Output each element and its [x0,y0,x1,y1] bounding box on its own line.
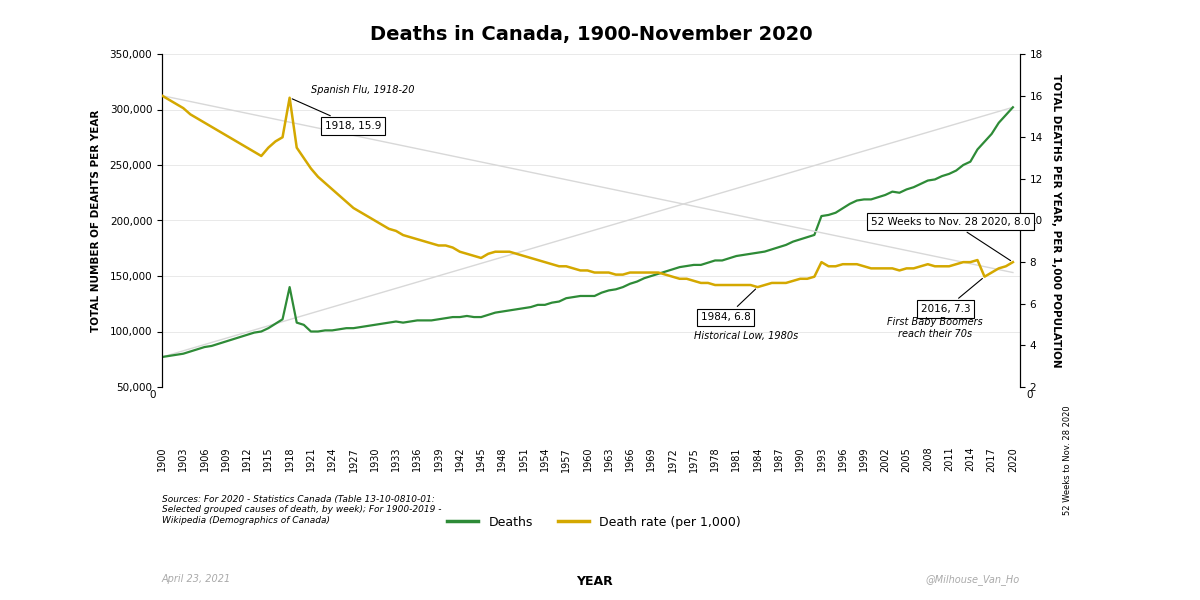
Text: First Baby Boomers
reach their 70s: First Baby Boomers reach their 70s [887,317,983,339]
Text: 0: 0 [1026,390,1032,400]
Legend: Deaths, Death rate (per 1,000): Deaths, Death rate (per 1,000) [442,511,746,534]
Text: 1984, 6.8: 1984, 6.8 [701,289,756,322]
Title: Deaths in Canada, 1900-November 2020: Deaths in Canada, 1900-November 2020 [370,25,812,44]
Text: YEAR: YEAR [576,575,612,588]
Text: 0: 0 [150,390,156,400]
Y-axis label: TOTAL DEATHS PER YEAR, PER 1,000 POPULATION: TOTAL DEATHS PER YEAR, PER 1,000 POPULAT… [1051,74,1061,367]
Text: Spanish Flu, 1918-20: Spanish Flu, 1918-20 [311,85,414,95]
Text: 2016, 7.3: 2016, 7.3 [920,278,983,314]
Y-axis label: TOTAL NUMBER OF DEAHTS PER YEAR: TOTAL NUMBER OF DEAHTS PER YEAR [91,109,101,332]
Text: Sources: For 2020 - Statistics Canada (Table 13-10-0810-01:
Selected grouped cau: Sources: For 2020 - Statistics Canada (T… [162,495,442,525]
Text: 52 Weeks to Nov. 28 2020, 8.0: 52 Weeks to Nov. 28 2020, 8.0 [871,217,1031,260]
Text: @Milhouse_Van_Ho: @Milhouse_Van_Ho [925,574,1020,585]
Text: 52 Weeks to Nov. 28 2020: 52 Weeks to Nov. 28 2020 [1063,405,1073,515]
Text: 1918, 15.9: 1918, 15.9 [292,99,382,131]
Text: April 23, 2021: April 23, 2021 [162,574,232,584]
Text: Historical Low, 1980s: Historical Low, 1980s [694,331,798,341]
